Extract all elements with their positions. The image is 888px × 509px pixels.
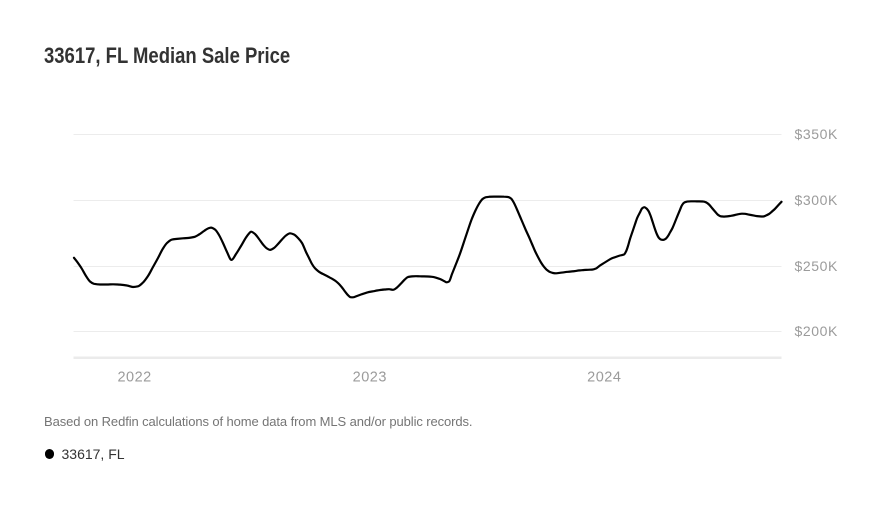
svg-text:2022: 2022	[117, 370, 151, 386]
svg-text:$200K: $200K	[795, 323, 839, 339]
svg-text:$300K: $300K	[795, 192, 839, 208]
svg-text:$350K: $350K	[795, 126, 839, 142]
svg-text:2024: 2024	[587, 370, 621, 386]
svg-text:$250K: $250K	[795, 258, 839, 274]
svg-text:2023: 2023	[353, 370, 387, 386]
